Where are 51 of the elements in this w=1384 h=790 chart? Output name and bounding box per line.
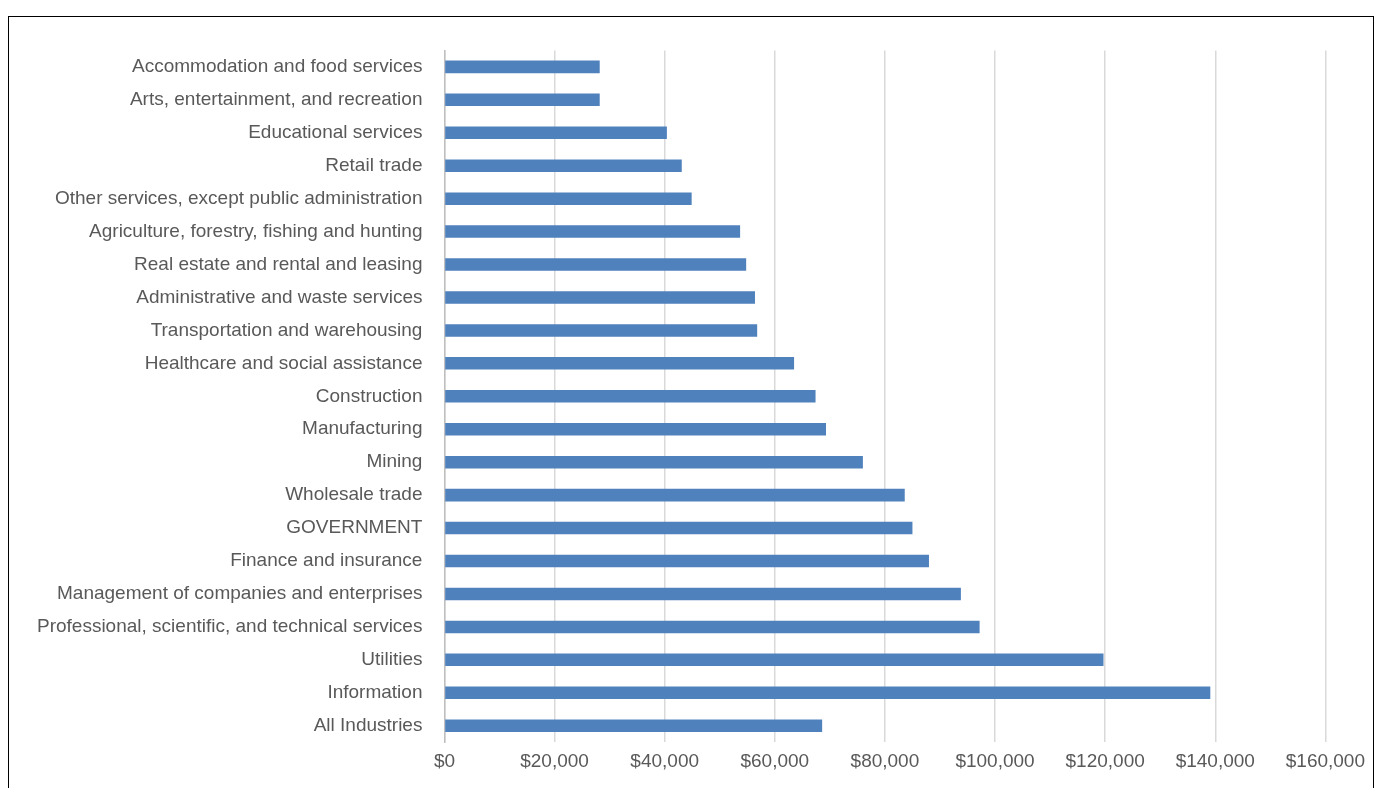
x-tick-label: $60,000 [740,749,810,771]
bar [445,620,980,634]
x-tick-label: $100,000 [955,749,1035,771]
y-tick-label: GOVERNMENT [286,516,423,538]
y-tick-label: Agriculture, forestry, fishing and hunting [89,219,423,241]
bar [445,291,755,304]
y-tick-label: Finance and insurance [230,549,423,571]
y-tick-label: Professional, scientific, and technical services [36,615,423,637]
bar [445,455,863,469]
y-tick-label: Management of companies and enterprises [57,582,423,604]
bar [445,521,913,535]
bar [445,324,758,337]
bar [445,357,795,370]
bar [445,93,600,107]
x-tick-label: $40,000 [630,749,700,771]
y-tick-label: Healthcare and social assistance [144,351,423,373]
y-tick-label: Utilities [361,648,423,670]
x-tick-label: $140,000 [1175,749,1255,771]
y-tick-label: Mining [366,450,423,472]
y-tick-label: Information [327,681,423,703]
bar [445,192,692,205]
bar [445,554,929,568]
y-tick-label: Administrative and waste services [136,285,423,307]
y-tick-label: Retail trade [325,153,423,175]
bar [445,390,816,403]
x-tick-label: $20,000 [520,749,589,771]
bar [445,587,961,601]
bar [445,488,905,502]
bar [445,719,823,732]
bar [445,126,667,140]
y-tick-label: All Industries [313,713,423,735]
x-tick-label: $0 [433,749,456,771]
bar [445,653,1104,667]
y-tick-label: Wholesale trade [285,483,423,505]
bar [445,258,747,271]
y-tick-label: Educational services [248,120,423,142]
y-tick-label: Accommodation and food services [132,55,423,77]
bar [445,225,741,238]
y-tick-label: Other services, except public administration [54,186,423,208]
y-tick-label: Real estate and rental and leasing [134,252,423,274]
x-tick-label: $160,000 [1285,749,1365,771]
y-tick-label: Arts, entertainment, and recreation [129,88,423,110]
bar [445,422,826,436]
bar [445,60,600,74]
bar [445,686,1211,700]
x-tick-label: $80,000 [850,749,920,771]
y-tick-label: Transportation and warehousing [150,318,423,340]
y-tick-label: Construction [315,384,423,406]
x-tick-label: $120,000 [1065,749,1145,771]
bar [445,159,682,172]
y-tick-label: Manufacturing [302,417,423,439]
